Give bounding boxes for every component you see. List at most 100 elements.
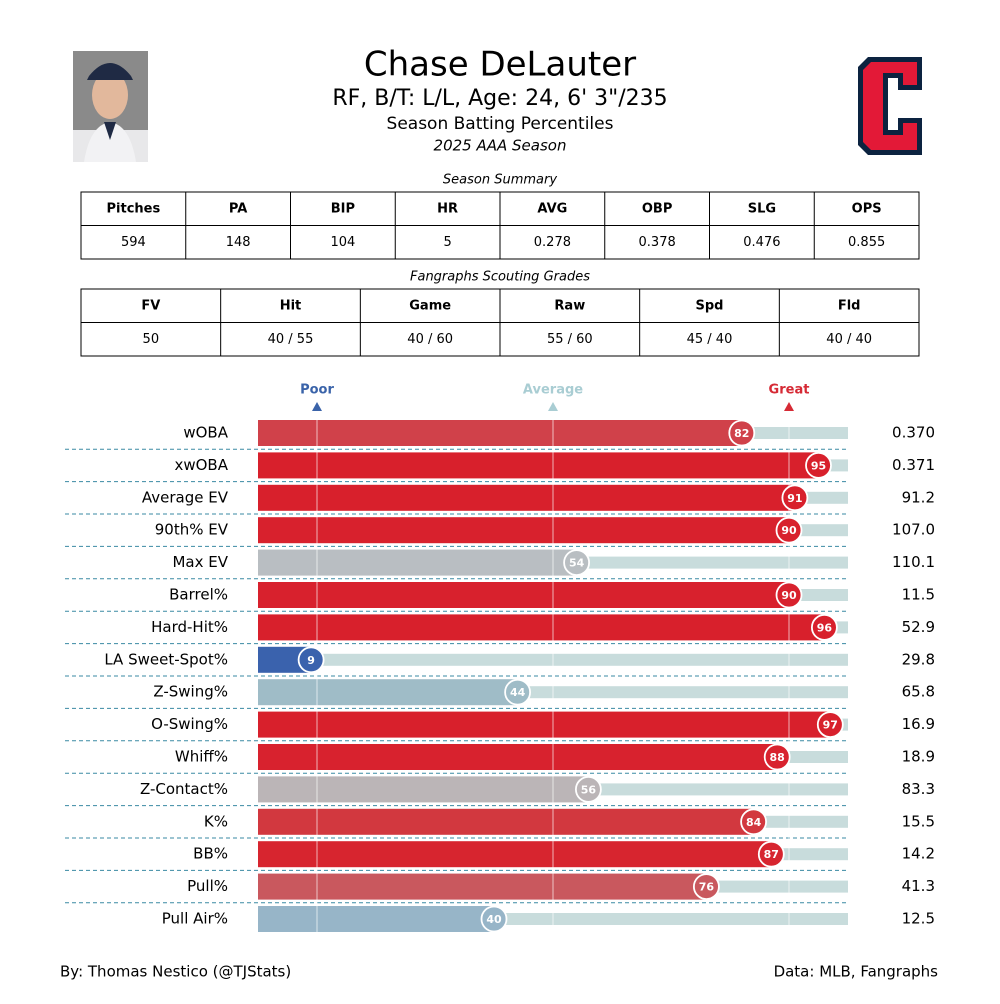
- percentile-label: 40: [486, 913, 502, 926]
- table-header: Game: [409, 298, 451, 313]
- category-label: Pull%: [187, 877, 228, 895]
- team-logo: [858, 57, 922, 155]
- category-label: Z-Contact%: [140, 780, 228, 798]
- player-photo: [73, 51, 148, 162]
- stat-value: 12.5: [902, 910, 935, 928]
- bar: [258, 679, 518, 706]
- table-cell: 50: [143, 332, 160, 347]
- bar: [258, 517, 789, 544]
- stat-value: 0.370: [892, 424, 935, 442]
- table-header: OPS: [852, 201, 882, 216]
- category-label: O-Swing%: [151, 715, 228, 733]
- category-label: Z-Swing%: [153, 683, 228, 701]
- percentile-dot: [740, 808, 767, 836]
- table-header: HR: [437, 201, 458, 216]
- reference-label: Poor: [300, 383, 334, 398]
- stat-value: 0.371: [892, 456, 935, 474]
- bar: [258, 420, 742, 446]
- table-cell: 40 / 60: [407, 332, 453, 347]
- category-label: K%: [204, 812, 228, 830]
- table-title: Fangraphs Scouting Grades: [410, 270, 590, 285]
- category-label: LA Sweet-Spot%: [104, 650, 228, 668]
- table-cell: 45 / 40: [687, 332, 733, 347]
- percentile-label: 91: [787, 492, 802, 505]
- stat-value: 52.9: [902, 618, 935, 636]
- table-title: Season Summary: [443, 173, 557, 188]
- percentile-dot: [563, 549, 590, 576]
- percentile-dot: [775, 516, 803, 544]
- table-header: Raw: [554, 298, 585, 313]
- bar: [258, 711, 831, 738]
- stat-value: 107.0: [892, 521, 935, 539]
- table-header: OBP: [642, 201, 673, 216]
- percentile-dot: [297, 646, 325, 674]
- footer-right: Data: MLB, Fangraphs: [774, 963, 939, 981]
- table-header: Hit: [280, 298, 302, 313]
- table-header: AVG: [537, 201, 567, 216]
- category-label: Hard-Hit%: [151, 618, 228, 636]
- table-header: BIP: [331, 201, 355, 216]
- bar: [258, 744, 778, 770]
- percentile-dot: [805, 451, 832, 479]
- category-label: xwOBA: [174, 456, 228, 474]
- table-cell: 55 / 60: [547, 332, 593, 347]
- percentile-label: 90: [781, 524, 797, 537]
- percentile-label: 95: [811, 459, 826, 472]
- category-label: Pull Air%: [162, 910, 228, 928]
- stat-value: 16.9: [902, 715, 935, 733]
- table-header: FV: [141, 298, 160, 313]
- bar: [258, 549, 577, 576]
- stat-value: 29.8: [902, 650, 935, 668]
- stat-value: 15.5: [902, 812, 935, 830]
- category-label: Average EV: [142, 488, 229, 506]
- percentile-label: 88: [770, 751, 785, 764]
- table-header: PA: [229, 201, 247, 216]
- percentile-label: 44: [510, 686, 526, 699]
- bar: [258, 582, 789, 608]
- reference-marker: [784, 402, 794, 411]
- stat-value: 65.8: [902, 683, 935, 701]
- stat-value: 83.3: [902, 780, 935, 798]
- percentile-dot: [781, 484, 809, 512]
- percentile-dot: [693, 873, 720, 900]
- category-label: Barrel%: [169, 586, 228, 604]
- stat-value: 41.3: [902, 877, 935, 895]
- percentile-label: 56: [581, 783, 597, 796]
- percentile-label: 96: [817, 621, 833, 634]
- percentile-label: 97: [823, 719, 838, 732]
- table-cell: 0.378: [639, 235, 676, 250]
- season: 2025 AAA Season: [434, 137, 567, 155]
- percentile-label: 84: [746, 816, 762, 829]
- reference-marker: [548, 402, 558, 411]
- stat-value: 91.2: [902, 488, 935, 506]
- player-info: RF, B/T: L/L, Age: 24, 6' 3"/235: [332, 86, 667, 111]
- category-label: 90th% EV: [155, 521, 229, 539]
- bar: [258, 776, 589, 803]
- category-label: Max EV: [172, 553, 228, 571]
- percentile-dot: [504, 678, 531, 706]
- bar: [258, 873, 707, 900]
- table-header: SLG: [748, 201, 776, 216]
- stat-value: 110.1: [892, 553, 935, 571]
- percentile-dot: [775, 581, 803, 609]
- table-cell: 0.476: [743, 235, 780, 250]
- subtitle: Season Batting Percentiles: [387, 114, 614, 134]
- stat-value: 18.9: [902, 748, 935, 766]
- percentile-dot: [757, 840, 785, 868]
- category-label: BB%: [193, 845, 228, 863]
- player-name: Chase DeLauter: [364, 45, 636, 85]
- reference-marker: [312, 402, 322, 411]
- bar: [258, 906, 494, 932]
- percentile-dot: [575, 776, 602, 803]
- reference-label: Average: [523, 383, 583, 398]
- footer-left: By: Thomas Nestico (@TJStats): [60, 963, 291, 981]
- percentile-dot: [763, 743, 791, 771]
- percentile-label: 9: [307, 654, 315, 667]
- bar: [258, 808, 754, 835]
- percentile-label: 54: [569, 557, 585, 570]
- percentile-dot: [728, 419, 756, 447]
- stat-value: 11.5: [902, 586, 935, 604]
- table-cell: 0.278: [534, 235, 571, 250]
- table-cell: 148: [226, 235, 251, 250]
